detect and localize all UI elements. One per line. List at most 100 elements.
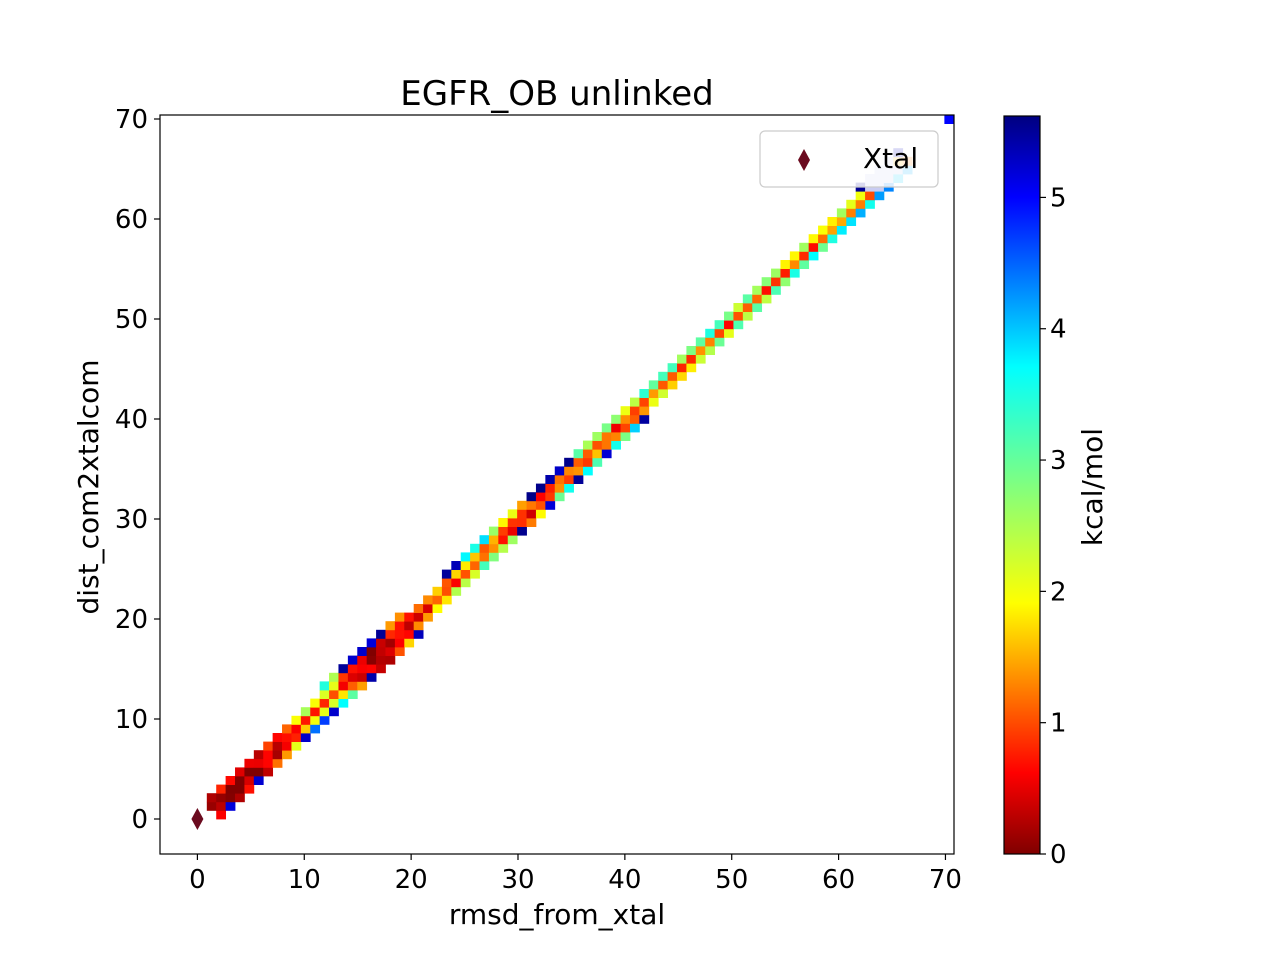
heatmap-cell-225 xyxy=(742,294,753,304)
heatmap-cell-281 xyxy=(944,115,954,124)
y-tick-label-4: 40 xyxy=(115,405,148,435)
heatmap-cell-122 xyxy=(479,552,490,562)
heatmap-cell-160 xyxy=(564,457,574,467)
heatmap-cell-31 xyxy=(282,741,292,751)
heatmap-cell-89 xyxy=(394,621,405,631)
heatmap-cell-150 xyxy=(545,492,556,502)
heatmap-cell-185 xyxy=(629,423,640,433)
heatmap-cell-26 xyxy=(272,758,283,768)
heatmap-cell-47 xyxy=(319,707,330,717)
heatmap-cell-156 xyxy=(554,466,565,476)
heatmap-cell-211 xyxy=(705,346,716,355)
heatmap-cell-60 xyxy=(338,664,349,674)
heatmap-cell-264 xyxy=(865,191,875,201)
heatmap-cell-37 xyxy=(291,715,302,725)
heatmap-cell-38 xyxy=(300,733,311,742)
heatmap-cell-237 xyxy=(780,260,791,269)
heatmap-cell-217 xyxy=(724,328,734,338)
heatmap-cell-203 xyxy=(677,363,687,373)
heatmap-cell-82 xyxy=(385,647,396,656)
heatmap-cell-267 xyxy=(874,191,885,201)
heatmap-cell-116 xyxy=(460,552,471,562)
heatmap-cell-78 xyxy=(376,647,386,656)
legend: Xtal xyxy=(759,130,939,188)
heatmap-cell-127 xyxy=(488,535,499,545)
heatmap-cell-148 xyxy=(535,483,546,493)
heatmap-cell-208 xyxy=(695,354,706,364)
heatmap-cell-22 xyxy=(263,767,274,777)
heatmap-cell-57 xyxy=(338,690,349,699)
heatmap-cell-174 xyxy=(601,440,612,450)
heatmap-cell-99 xyxy=(423,612,433,622)
heatmap-cell-10 xyxy=(235,793,245,803)
heatmap-cell-170 xyxy=(592,449,603,459)
heatmap-cell-219 xyxy=(724,311,734,321)
colorbar-tick-label-3: 3 xyxy=(1050,446,1067,476)
heatmap-cell-202 xyxy=(677,371,687,381)
heatmap-cell-199 xyxy=(667,380,678,390)
heatmap-cell-172 xyxy=(592,432,603,441)
heatmap-cell-83 xyxy=(385,638,396,648)
heatmap-cell-238 xyxy=(789,268,800,278)
heatmap-cell-130 xyxy=(498,535,509,545)
heatmap-cell-249 xyxy=(818,225,828,235)
heatmap-cell-21 xyxy=(253,750,264,760)
heatmap-cell-167 xyxy=(582,449,593,459)
heatmap-cell-113 xyxy=(460,578,471,588)
heatmap-cell-44 xyxy=(310,707,321,717)
heatmap-cell-248 xyxy=(818,234,828,244)
heatmap-cell-152 xyxy=(545,475,556,484)
heatmap-cell-222 xyxy=(733,303,744,312)
xtal-marker-layer xyxy=(191,808,204,830)
heatmap-cell-50 xyxy=(319,681,330,691)
heatmap-cell-128 xyxy=(488,526,499,536)
heatmap-cell-4 xyxy=(216,793,227,803)
heatmap-cell-260 xyxy=(855,199,866,209)
heatmap-cell-54 xyxy=(329,681,339,691)
heatmap-cell-39 xyxy=(300,724,311,734)
colorbar-tick-label-2: 2 xyxy=(1050,577,1067,607)
heatmap-cell-35 xyxy=(291,733,302,742)
colorbar-tick-label-4: 4 xyxy=(1050,315,1067,345)
colorbar-tick-label-5: 5 xyxy=(1050,183,1067,213)
heatmap-cell-227 xyxy=(752,294,763,304)
heatmap-cell-243 xyxy=(799,242,810,252)
heatmap-cell-14 xyxy=(244,784,255,794)
heatmap-cell-166 xyxy=(582,457,593,467)
heatmap-cell-62 xyxy=(347,681,358,691)
heatmap-cell-30 xyxy=(282,750,292,760)
heatmap-cell-138 xyxy=(517,518,527,527)
heatmap-cell-65 xyxy=(347,655,358,665)
heatmap-cell-125 xyxy=(488,552,499,562)
heatmap-cell-126 xyxy=(488,543,499,553)
heatmap-cell-43 xyxy=(310,715,321,725)
x-tick-label-3: 30 xyxy=(501,865,534,895)
heatmap-cell-12 xyxy=(235,776,245,785)
heatmap-cell-183 xyxy=(620,414,631,424)
heatmap-cell-155 xyxy=(554,475,565,484)
heatmap-cell-214 xyxy=(714,337,725,347)
heatmap-cell-13 xyxy=(235,767,245,777)
heatmap-cell-254 xyxy=(836,217,847,226)
heatmap-cell-27 xyxy=(272,750,283,760)
heatmap-cell-45 xyxy=(310,698,321,708)
heatmap-cell-67 xyxy=(357,672,368,682)
heatmap-cell-69 xyxy=(357,655,368,665)
heatmap-cell-119 xyxy=(470,552,480,562)
heatmap-cell-210 xyxy=(695,337,706,347)
heatmap-cell-88 xyxy=(394,629,405,639)
heatmap-cell-112 xyxy=(451,561,462,570)
colorbar xyxy=(1003,115,1041,855)
heatmap-cell-5 xyxy=(216,784,227,794)
heatmap-cell-196 xyxy=(658,389,668,398)
heatmap-cell-241 xyxy=(799,260,810,269)
heatmap-cell-115 xyxy=(460,561,471,570)
heatmap-cell-159 xyxy=(564,466,574,476)
heatmap-cell-49 xyxy=(319,690,330,699)
heatmap-cell-213 xyxy=(705,328,716,338)
heatmap-cell-143 xyxy=(526,500,537,510)
heatmap-cell-53 xyxy=(329,690,339,699)
heatmap-cell-233 xyxy=(771,277,781,287)
y-axis: 0 10 20 30 40 50 60 70 xyxy=(115,105,160,835)
heatmap-cell-221 xyxy=(733,311,744,321)
